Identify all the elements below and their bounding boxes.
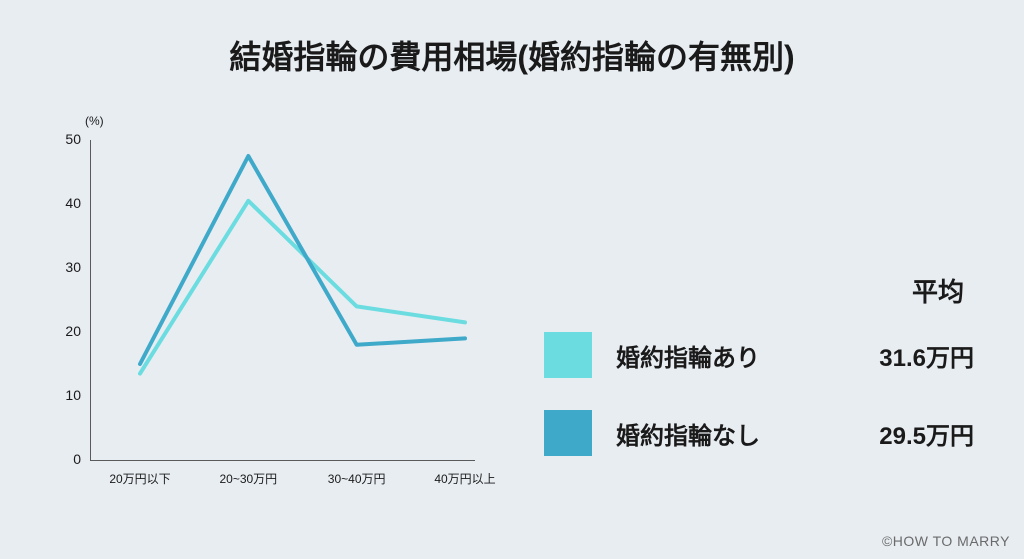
legend-label: 婚約指輪あり: [616, 338, 834, 373]
chart-plot: [90, 140, 475, 460]
y-tick-label: 30: [55, 259, 81, 275]
legend-label: 婚約指輪なし: [616, 416, 834, 451]
legend-swatch: [544, 410, 592, 456]
legend-row: 婚約指輪あり 31.6万円: [544, 327, 974, 383]
x-tick-label: 30~40万円: [328, 470, 386, 487]
x-tick-label: 20~30万円: [219, 470, 277, 487]
page-title: 結婚指輪の費用相場(婚約指輪の有無別): [0, 0, 1024, 78]
chart-line: [140, 156, 465, 364]
copyright: ©HOW TO MARRY: [882, 533, 1010, 549]
x-axis-line: [90, 460, 475, 461]
line-chart: (%) 0102030405020万円以下20~30万円30~40万円40万円以…: [55, 120, 475, 500]
y-axis-unit: (%): [85, 114, 104, 128]
y-tick-label: 50: [55, 131, 81, 147]
y-tick-label: 0: [55, 451, 81, 467]
y-tick-label: 40: [55, 195, 81, 211]
chart-line: [140, 201, 465, 374]
legend-swatch: [544, 332, 592, 378]
x-tick-label: 20万円以下: [109, 470, 170, 487]
legend-value: 29.5万円: [834, 416, 974, 451]
x-tick-label: 40万円以上: [434, 470, 495, 487]
y-tick-label: 20: [55, 323, 81, 339]
legend-value: 31.6万円: [834, 338, 974, 373]
legend-row: 婚約指輪なし 29.5万円: [544, 405, 974, 461]
y-tick-label: 10: [55, 387, 81, 403]
legend-header: 平均: [912, 272, 964, 309]
